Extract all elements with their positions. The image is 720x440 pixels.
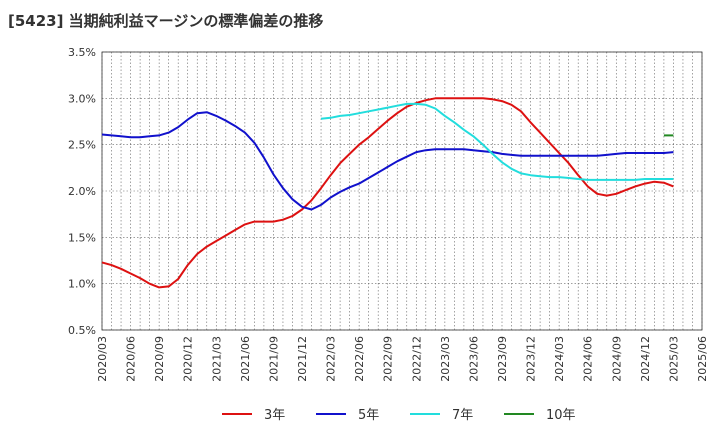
- series-line-3: [320, 102, 674, 181]
- x-tick-label: 2021/09: [267, 336, 280, 382]
- y-tick-label: 2.5%: [68, 139, 96, 152]
- plot-frame: [101, 51, 703, 331]
- y-tick-label: 3.5%: [68, 46, 96, 59]
- x-tick-label: 2020/12: [182, 336, 195, 382]
- x-tick-label: 2025/03: [667, 336, 680, 382]
- x-tick-label: 2024/12: [639, 336, 652, 382]
- legend-label-4: 10年: [546, 408, 576, 423]
- y-tick-label: 3.0%: [68, 92, 96, 105]
- x-tick-label: 2024/03: [553, 336, 566, 382]
- y-tick-label: 1.5%: [68, 231, 96, 244]
- x-tick-label: 2023/12: [525, 336, 538, 382]
- x-tick-label: 2022/12: [410, 336, 423, 382]
- series-line-2: [101, 111, 674, 211]
- x-tick-label: 2025/06: [696, 336, 709, 382]
- chart-title: [5423] 当期純利益マージンの標準偏差の推移: [8, 12, 324, 30]
- legend-label-1: 3年: [264, 408, 285, 423]
- x-tick-label: 2023/06: [467, 336, 480, 382]
- x-tick-label: 2021/06: [239, 336, 252, 382]
- x-tick-label: 2020/09: [153, 336, 166, 382]
- x-tick-label: 2021/03: [210, 336, 223, 382]
- x-tick-label: 2021/12: [296, 336, 309, 382]
- x-tick-label: 2022/06: [353, 336, 366, 382]
- series-line-1: [101, 97, 674, 289]
- legend-label-2: 5年: [358, 408, 379, 423]
- x-tick-label: 2023/09: [496, 336, 509, 382]
- legend-label-3: 7年: [452, 408, 473, 423]
- x-tick-label: 2020/06: [125, 336, 138, 382]
- x-tick-label: 2022/09: [382, 336, 395, 382]
- y-tick-label: 2.0%: [68, 185, 96, 198]
- x-tick-label: 2024/09: [610, 336, 623, 382]
- y-tick-label: 1.0%: [68, 278, 96, 291]
- x-tick-label: 2023/03: [439, 336, 452, 382]
- x-tick-label: 2024/06: [582, 336, 595, 382]
- x-tick-label: 2022/03: [325, 336, 338, 382]
- y-tick-label: 0.5%: [68, 324, 96, 337]
- x-tick-label: 2020/03: [96, 336, 109, 382]
